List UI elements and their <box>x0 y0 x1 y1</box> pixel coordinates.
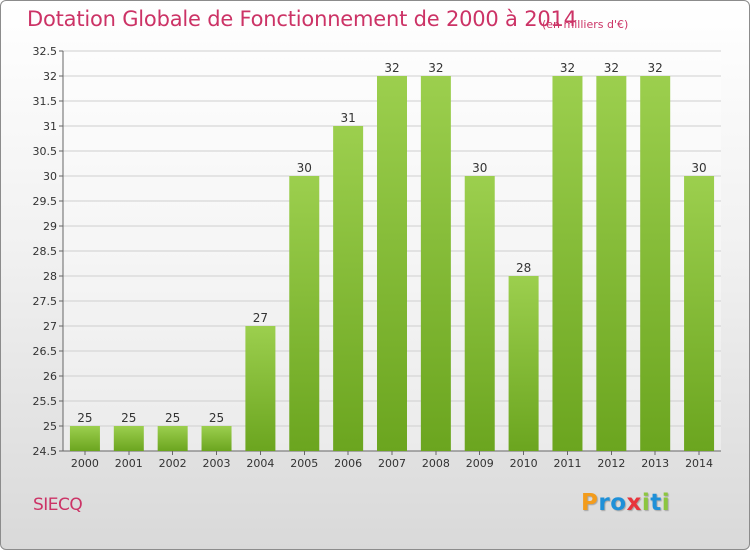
value-label: 25 <box>209 411 224 425</box>
value-label: 30 <box>691 161 706 175</box>
value-label: 31 <box>340 111 355 125</box>
x-tick-label: 2003 <box>203 457 231 470</box>
y-tick-label: 26.5 <box>33 345 58 358</box>
x-tick-label: 2001 <box>115 457 143 470</box>
x-tick-label: 2011 <box>553 457 581 470</box>
bar-2010 <box>508 276 539 451</box>
value-label: 25 <box>165 411 180 425</box>
y-tick-label: 31 <box>43 120 57 133</box>
y-tick-label: 30 <box>43 170 57 183</box>
value-label: 32 <box>648 61 663 75</box>
bar-2006 <box>333 126 364 451</box>
y-tick-label: 28 <box>43 270 57 283</box>
bar-2011 <box>552 76 583 451</box>
chart-title: Dotation Globale de Fonctionnement de 20… <box>27 7 577 31</box>
bar-2009 <box>464 176 495 451</box>
y-tick-label: 29.5 <box>33 195 58 208</box>
y-tick-label: 27 <box>43 320 57 333</box>
x-tick-label: 2014 <box>685 457 713 470</box>
labels: 24.5 25 25.5 26 26.5 27 27.5 28 28.5 29 29.5 30 30.5… <box>33 45 714 470</box>
proxiti-logo[interactable]: Proxiti <box>581 490 670 516</box>
y-tick-label: 29 <box>43 220 57 233</box>
x-tick-label: 2002 <box>159 457 187 470</box>
y-tick-label: 25 <box>43 420 57 433</box>
y-tick-label: 32 <box>43 70 57 83</box>
x-tick-label: 2006 <box>334 457 362 470</box>
bar-2004 <box>245 326 276 451</box>
logo-letter: t <box>650 490 662 516</box>
value-label: 32 <box>560 61 575 75</box>
bar-2007 <box>377 76 407 451</box>
bar-2014 <box>684 176 715 451</box>
y-tick-label: 32.5 <box>33 45 58 58</box>
value-label: 25 <box>77 411 92 425</box>
y-tick-label: 27.5 <box>33 295 58 308</box>
x-tick-label: 2010 <box>510 457 538 470</box>
logo-letter: x <box>626 490 642 516</box>
bar-2000 <box>69 426 100 451</box>
y-tick-label: 24.5 <box>33 445 58 458</box>
logo-letter: P <box>581 490 599 516</box>
value-label: 30 <box>297 161 312 175</box>
x-tick-label: 2008 <box>422 457 450 470</box>
value-label: 28 <box>516 261 531 275</box>
logo-letter: i <box>641 490 651 516</box>
logo-letter: o <box>610 490 627 516</box>
value-label: 32 <box>604 61 619 75</box>
chart-subtitle: (en milliers d'€) <box>542 18 629 31</box>
commune-name: SIECQ <box>33 495 83 515</box>
logo-letter: r <box>598 490 611 516</box>
bar-2005 <box>289 176 320 451</box>
bar-2012 <box>596 76 627 451</box>
value-label: 27 <box>253 311 268 325</box>
value-label: 32 <box>384 61 399 75</box>
y-tick-label: 31.5 <box>33 95 58 108</box>
bar-2001 <box>113 426 144 451</box>
value-label: 30 <box>472 161 487 175</box>
logo-letter: i <box>661 490 671 516</box>
x-tick-label: 2005 <box>290 457 318 470</box>
bar-2002 <box>157 426 188 451</box>
y-tick-label: 28.5 <box>33 245 58 258</box>
bar-2013 <box>640 76 671 451</box>
y-tick-label: 26 <box>43 370 57 383</box>
x-tick-label: 2012 <box>597 457 625 470</box>
value-label: 25 <box>121 411 136 425</box>
x-tick-label: 2000 <box>71 457 99 470</box>
bars <box>69 76 715 451</box>
y-tick-label: 25.5 <box>33 395 58 408</box>
x-tick-label: 2013 <box>641 457 669 470</box>
value-label: 32 <box>428 61 443 75</box>
x-tick-label: 2004 <box>246 457 274 470</box>
x-tick-label: 2007 <box>378 457 406 470</box>
x-tick-label: 2009 <box>466 457 494 470</box>
bar-2008 <box>420 76 451 451</box>
bar-2003 <box>201 426 232 451</box>
y-tick-label: 30.5 <box>33 145 58 158</box>
